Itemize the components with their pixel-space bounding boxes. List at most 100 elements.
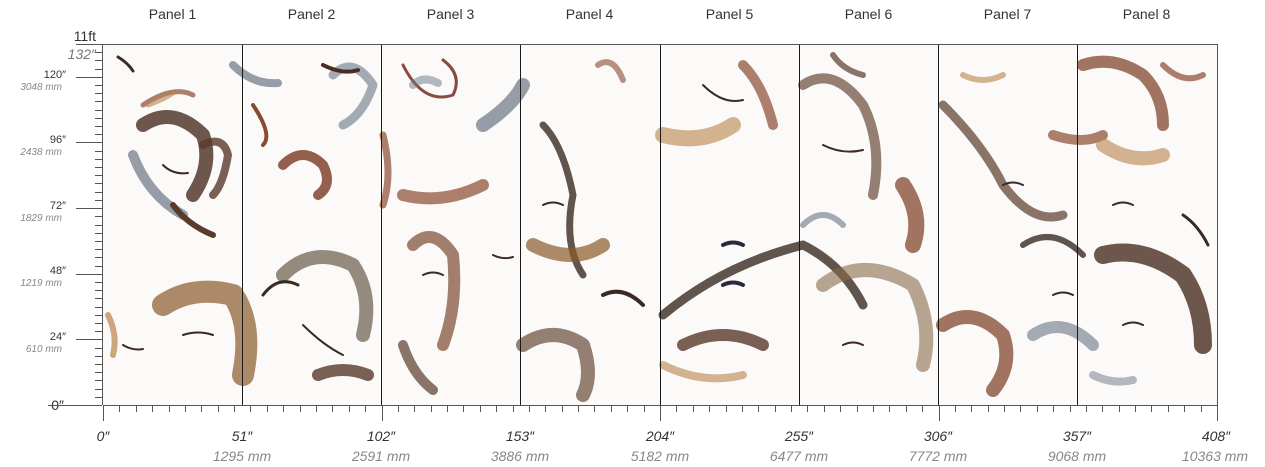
x-tick-0-inches: 0″ <box>96 428 110 444</box>
height-ruler-tick <box>95 348 102 349</box>
height-ruler-tick <box>95 364 102 365</box>
height-ruler-tick <box>95 159 102 160</box>
height-ruler-tick <box>95 60 102 61</box>
x-tick-153-inches: 153″ <box>505 428 535 444</box>
width-ruler-tick <box>594 405 595 412</box>
width-ruler-tick <box>234 405 235 412</box>
width-ruler-tick <box>1070 405 1071 412</box>
width-ruler-tick <box>529 405 530 412</box>
height-ruler-tick <box>95 118 102 119</box>
x-tick-204-mm: 5182 mm <box>630 448 690 464</box>
width-ruler-tick <box>578 405 579 412</box>
x-tick-153-mm: 3886 mm <box>490 448 550 464</box>
width-ruler-tick <box>840 405 841 412</box>
x-tick-357-mm: 9068 mm <box>1047 448 1107 464</box>
width-ruler-tick <box>463 405 464 412</box>
width-ruler-tick <box>1201 405 1202 412</box>
height-ruler-tick <box>76 405 102 406</box>
x-tick-255-mm: 6477 mm <box>769 448 829 464</box>
y-tick-96-mm: 2438 mm <box>20 147 62 158</box>
height-ruler-tick <box>76 77 102 78</box>
y-tick-24-inches: 24″ <box>49 331 66 343</box>
width-ruler-tick <box>742 405 743 412</box>
height-ruler-tick <box>95 389 102 390</box>
height-ruler-tick <box>95 69 102 70</box>
width-ruler-tick <box>660 405 661 421</box>
x-tick-408-inches: 408″ <box>1201 428 1231 444</box>
height-ruler-tick <box>95 356 102 357</box>
width-ruler-tick <box>988 405 989 412</box>
width-ruler-tick <box>906 405 907 412</box>
width-ruler-tick <box>365 405 366 412</box>
height-top-inches: 132″ <box>67 46 96 62</box>
width-ruler-tick <box>103 405 104 421</box>
width-ruler-tick <box>316 405 317 412</box>
panel-seam-3 <box>520 45 521 406</box>
width-ruler-tick <box>545 405 546 412</box>
width-ruler-tick <box>169 405 170 412</box>
height-axis <box>102 44 103 405</box>
height-ruler-tick <box>95 249 102 250</box>
width-ruler-tick <box>611 405 612 412</box>
width-ruler-tick <box>1020 405 1021 412</box>
width-ruler-tick <box>250 405 251 412</box>
height-ruler-tick <box>95 167 102 168</box>
height-ruler-tick <box>76 274 102 275</box>
x-tick-51-mm: 1295 mm <box>212 448 272 464</box>
panel-label-6: Panel 6 <box>844 6 893 22</box>
width-ruler-tick <box>1168 405 1169 412</box>
width-ruler-tick <box>758 405 759 412</box>
panel-label-3: Panel 3 <box>426 6 475 22</box>
mural-artwork <box>103 44 1218 406</box>
height-ruler-tick <box>95 331 102 332</box>
width-ruler-tick <box>1004 405 1005 412</box>
width-ruler-tick <box>1184 405 1185 412</box>
width-ruler-tick <box>349 405 350 412</box>
height-ruler-tick <box>76 339 102 340</box>
width-ruler-tick <box>676 405 677 412</box>
width-ruler-tick <box>1102 405 1103 412</box>
panel-seam-5 <box>799 45 800 406</box>
x-tick-408-mm: 10363 mm <box>1181 448 1249 464</box>
width-ruler-tick <box>1151 405 1152 412</box>
height-top-line <box>76 44 102 45</box>
width-ruler-tick <box>1037 405 1038 412</box>
height-ruler-tick <box>95 372 102 373</box>
width-ruler-tick <box>119 405 120 412</box>
width-ruler-tick <box>857 405 858 412</box>
height-ruler-tick <box>95 134 102 135</box>
height-ruler-tick <box>76 208 102 209</box>
x-tick-357-inches: 357″ <box>1062 428 1092 444</box>
width-ruler-tick <box>1119 405 1120 412</box>
width-ruler-tick <box>791 405 792 412</box>
width-ruler-tick <box>513 405 514 412</box>
panel-label-2: Panel 2 <box>287 6 336 22</box>
panel-label-1: Panel 1 <box>148 6 197 22</box>
width-ruler-tick <box>283 405 284 412</box>
panel-seam-6 <box>938 45 939 406</box>
width-ruler-tick <box>922 405 923 412</box>
width-ruler-tick <box>1053 405 1054 412</box>
width-ruler-tick <box>824 405 825 412</box>
panel-seam-1 <box>242 45 243 406</box>
height-ruler-tick <box>95 110 102 111</box>
width-ruler-tick <box>644 405 645 412</box>
width-ruler-tick <box>382 405 383 421</box>
height-ruler-tick <box>95 282 102 283</box>
height-ruler-tick <box>95 298 102 299</box>
panel-label-7: Panel 7 <box>983 6 1032 22</box>
width-ruler-tick <box>414 405 415 412</box>
y-zero-line <box>48 405 102 406</box>
height-ruler-tick <box>95 93 102 94</box>
height-ruler-tick <box>95 52 102 53</box>
x-tick-102-inches: 102″ <box>366 428 396 444</box>
width-ruler-tick <box>1135 405 1136 412</box>
height-ruler-tick <box>95 307 102 308</box>
height-ruler-tick <box>95 397 102 398</box>
width-ruler-tick <box>398 405 399 412</box>
panel-seam-2 <box>381 45 382 406</box>
height-ruler-tick <box>95 44 102 45</box>
width-ruler-tick <box>201 405 202 412</box>
height-feet-label: 11ft <box>73 28 96 44</box>
width-ruler-tick <box>267 405 268 412</box>
